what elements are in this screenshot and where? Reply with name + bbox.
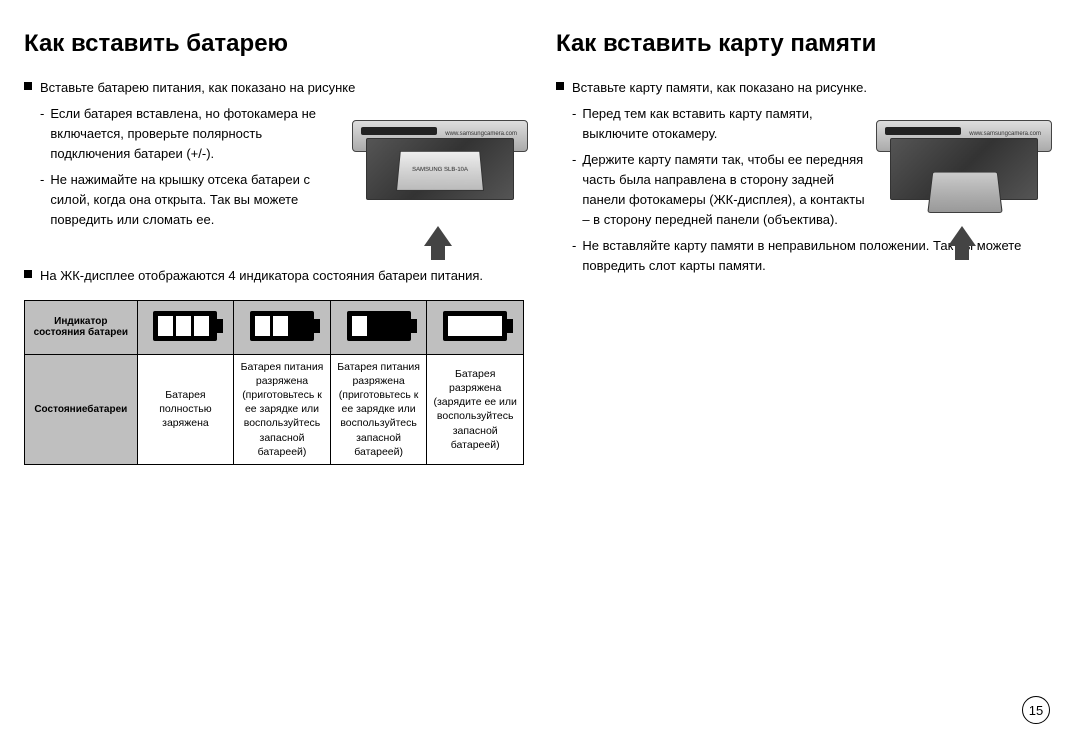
table-c2: Батарея питания разряжена (приготовьтесь… [234,354,331,464]
page-number: 15 [1022,696,1050,724]
right-column: Как вставить карту памяти Вставьте карту… [548,30,1056,716]
bullet-square-icon [24,82,32,90]
arrow-up-icon [424,226,452,246]
battery-insert-figure: www.samsungcamera.com SAMSUNG SLB-10A [352,120,528,240]
device-url: www.samsungcamera.com [969,131,1041,137]
bullet-square-icon [556,82,564,90]
left-d2: - Не нажимайте на крышку отсека батареи … [24,170,334,230]
right-d2: - Держите карту памяти так, чтобы ее пер… [556,150,866,231]
left-b2: На ЖК-дисплее отображаются 4 индикатора … [24,266,524,286]
table-c1: Батарея полностью заряжена [137,354,234,464]
left-d1: - Если батарея вставлена, но фотокамера … [24,104,334,164]
battery-full-icon [137,300,234,354]
table-c4: Батарея разряжена (зарядите ее или воспо… [427,354,524,464]
device-url: www.samsungcamera.com [445,131,517,137]
arrow-up-icon [948,226,976,246]
battery-status-table: Индикатор состояния батареи Состояниебат… [24,300,524,465]
bullet-square-icon [24,270,32,278]
dash-icon: - [40,170,44,230]
left-title: Как вставить батарею [24,30,524,58]
table-row1-label: Индикатор состояния батареи [25,300,138,354]
right-d3: - Не вставляйте карту памяти в неправиль… [556,236,1056,276]
left-column: Как вставить батарею Вставьте батарею пи… [24,30,532,716]
sd-card-icon [927,172,1002,213]
memory-card-insert-figure: www.samsungcamera.com [876,120,1052,240]
right-title: Как вставить карту памяти [556,30,1056,58]
left-b1-text: Вставьте батарею питания, как показано н… [40,78,524,98]
battery-pack-icon: SAMSUNG SLB-10A [396,151,484,191]
battery-two-thirds-icon [234,300,331,354]
left-b2-text: На ЖК-дисплее отображаются 4 индикатора … [40,266,524,286]
dash-icon: - [40,104,44,164]
right-b1-text: Вставьте карту памяти, как показано на р… [572,78,1056,98]
battery-one-third-icon [330,300,427,354]
right-d1: - Перед тем как вставить карту памяти, в… [556,104,866,144]
dash-icon: - [572,150,576,231]
table-c3: Батарея питания разряжена (приготовьтесь… [330,354,427,464]
battery-empty-icon [427,300,524,354]
dash-icon: - [572,236,576,276]
table-row2-label: Состояниебатареи [25,354,138,464]
dash-icon: - [572,104,576,144]
